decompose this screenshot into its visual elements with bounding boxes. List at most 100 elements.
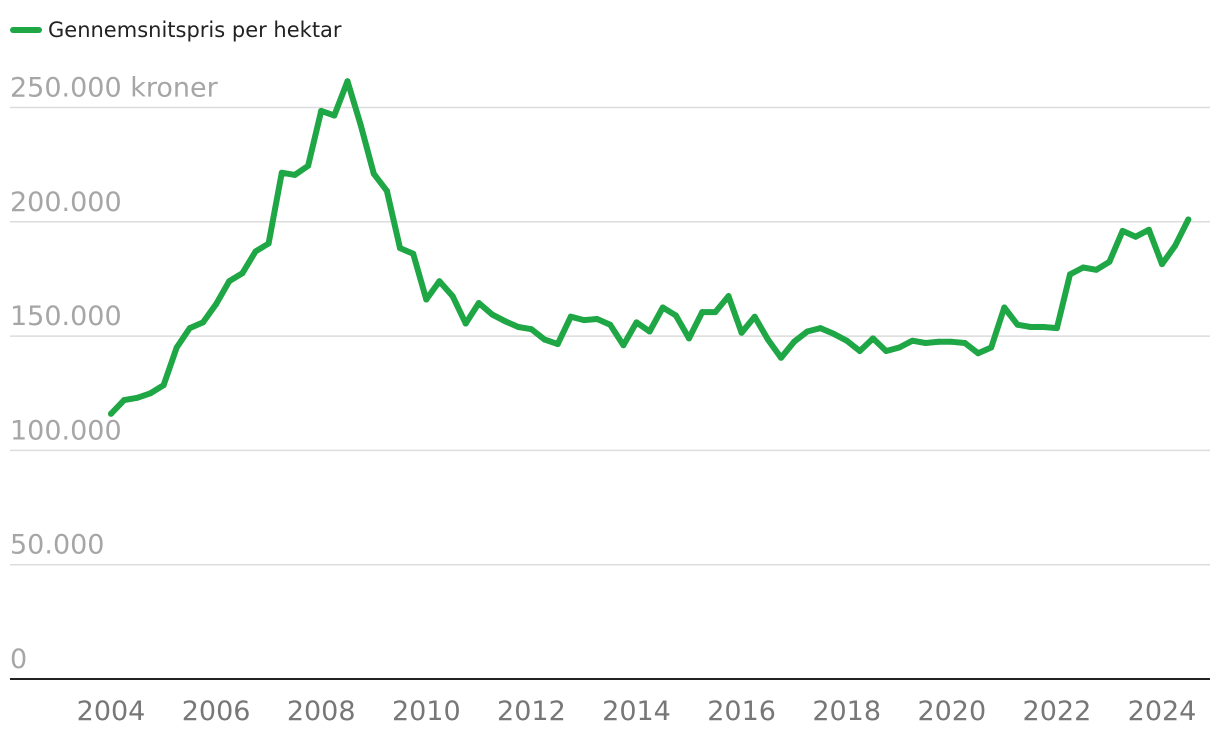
y-tick-label: 150.000 (10, 301, 122, 332)
series-point (383, 187, 390, 194)
series-point (922, 340, 929, 346)
series-point (581, 317, 587, 324)
x-tick-label: 2020 (917, 696, 986, 727)
series-point (186, 325, 193, 332)
x-axis-tick-labels: 2004 2006 2008 2010 2012 2014 2016 2018 2020 2022… (77, 696, 1197, 727)
legend: Gennemsnitspris per hektar (10, 18, 342, 42)
x-tick-label: 2022 (1023, 696, 1092, 727)
x-tick-label: 2012 (497, 696, 566, 727)
series-point (791, 338, 798, 345)
series-point (751, 313, 758, 320)
series-point (121, 397, 128, 404)
series-point (515, 324, 522, 330)
gridlines (10, 106, 1210, 566)
series-point (896, 344, 903, 351)
x-tick-label: 2010 (392, 696, 461, 727)
series-point (607, 321, 614, 328)
series-point (173, 344, 180, 351)
series-point (357, 121, 364, 128)
x-tick-label: 2006 (182, 696, 251, 727)
series-point (344, 78, 351, 85)
series-point (278, 169, 285, 176)
series-point (817, 325, 824, 332)
series-point (370, 170, 377, 177)
series-point (1080, 264, 1087, 271)
series-point (1159, 261, 1165, 268)
series-point (1093, 266, 1100, 273)
series-point (988, 344, 995, 351)
series-point (265, 240, 272, 247)
series-point (1067, 271, 1073, 278)
series-line-gennemsnitspris (108, 78, 1192, 417)
series-point (318, 107, 325, 114)
series-point (1106, 258, 1113, 265)
series-point (554, 341, 561, 348)
y-tick-label: 100.000 (10, 415, 122, 446)
series-point (1119, 227, 1126, 234)
series-point (830, 330, 837, 337)
series-point (1001, 304, 1008, 311)
y-axis-tick-labels: 0 50.000 100.000 150.000 200.000 250.000 kron… (10, 73, 219, 676)
series-point (134, 394, 141, 401)
series-point (699, 309, 706, 316)
series-point (1040, 324, 1047, 330)
series-point (397, 245, 403, 252)
series-point (160, 382, 167, 389)
series-point (1185, 216, 1192, 223)
series-point (213, 301, 220, 308)
series-point (410, 250, 417, 257)
series-point (961, 340, 968, 346)
y-tick-label: 50.000 (10, 530, 104, 561)
series-point (764, 336, 771, 343)
series-point (449, 293, 456, 300)
series-point (659, 304, 666, 311)
series-point (475, 300, 482, 306)
series-point (423, 296, 430, 303)
series-point (883, 348, 890, 354)
series-point (528, 326, 535, 333)
series-point (108, 410, 114, 417)
series-point (712, 309, 719, 316)
y-tick-label: 250.000 kroner (10, 73, 219, 104)
series-point (291, 171, 298, 178)
series-point (843, 337, 850, 344)
series-point (1014, 321, 1021, 328)
series-point (305, 162, 312, 169)
series-point (804, 328, 811, 335)
series-point (725, 293, 732, 300)
series-point (331, 112, 338, 119)
series-point (672, 312, 679, 319)
series-point (436, 278, 443, 285)
series-point (686, 335, 692, 342)
x-tick-label: 2004 (77, 696, 146, 727)
series-point (1053, 325, 1060, 332)
series-point (948, 338, 955, 345)
series-point (620, 342, 627, 349)
series-point (226, 278, 233, 285)
series-point (147, 390, 154, 397)
series-point (870, 335, 876, 342)
series-point (646, 328, 653, 335)
x-tick-label: 2018 (812, 696, 881, 727)
legend-label: Gennemsnitspris per hektar (48, 18, 342, 42)
series-point (935, 338, 942, 345)
series-point (502, 318, 509, 325)
series-point (541, 336, 548, 343)
series-point (1132, 233, 1139, 240)
series-point (909, 337, 916, 344)
series-point (1027, 324, 1034, 330)
y-tick-label: 0 (10, 644, 27, 675)
series-point (462, 320, 469, 327)
series-point (856, 348, 863, 354)
x-tick-label: 2024 (1128, 696, 1197, 727)
x-tick-label: 2014 (602, 696, 671, 727)
series-point (200, 319, 206, 326)
series-point (252, 248, 259, 255)
series-point (1172, 242, 1179, 249)
series-point (239, 270, 246, 277)
x-tick-label: 2016 (707, 696, 776, 727)
series-points (108, 78, 1192, 417)
x-tick-label: 2008 (287, 696, 356, 727)
series-point (489, 311, 495, 318)
